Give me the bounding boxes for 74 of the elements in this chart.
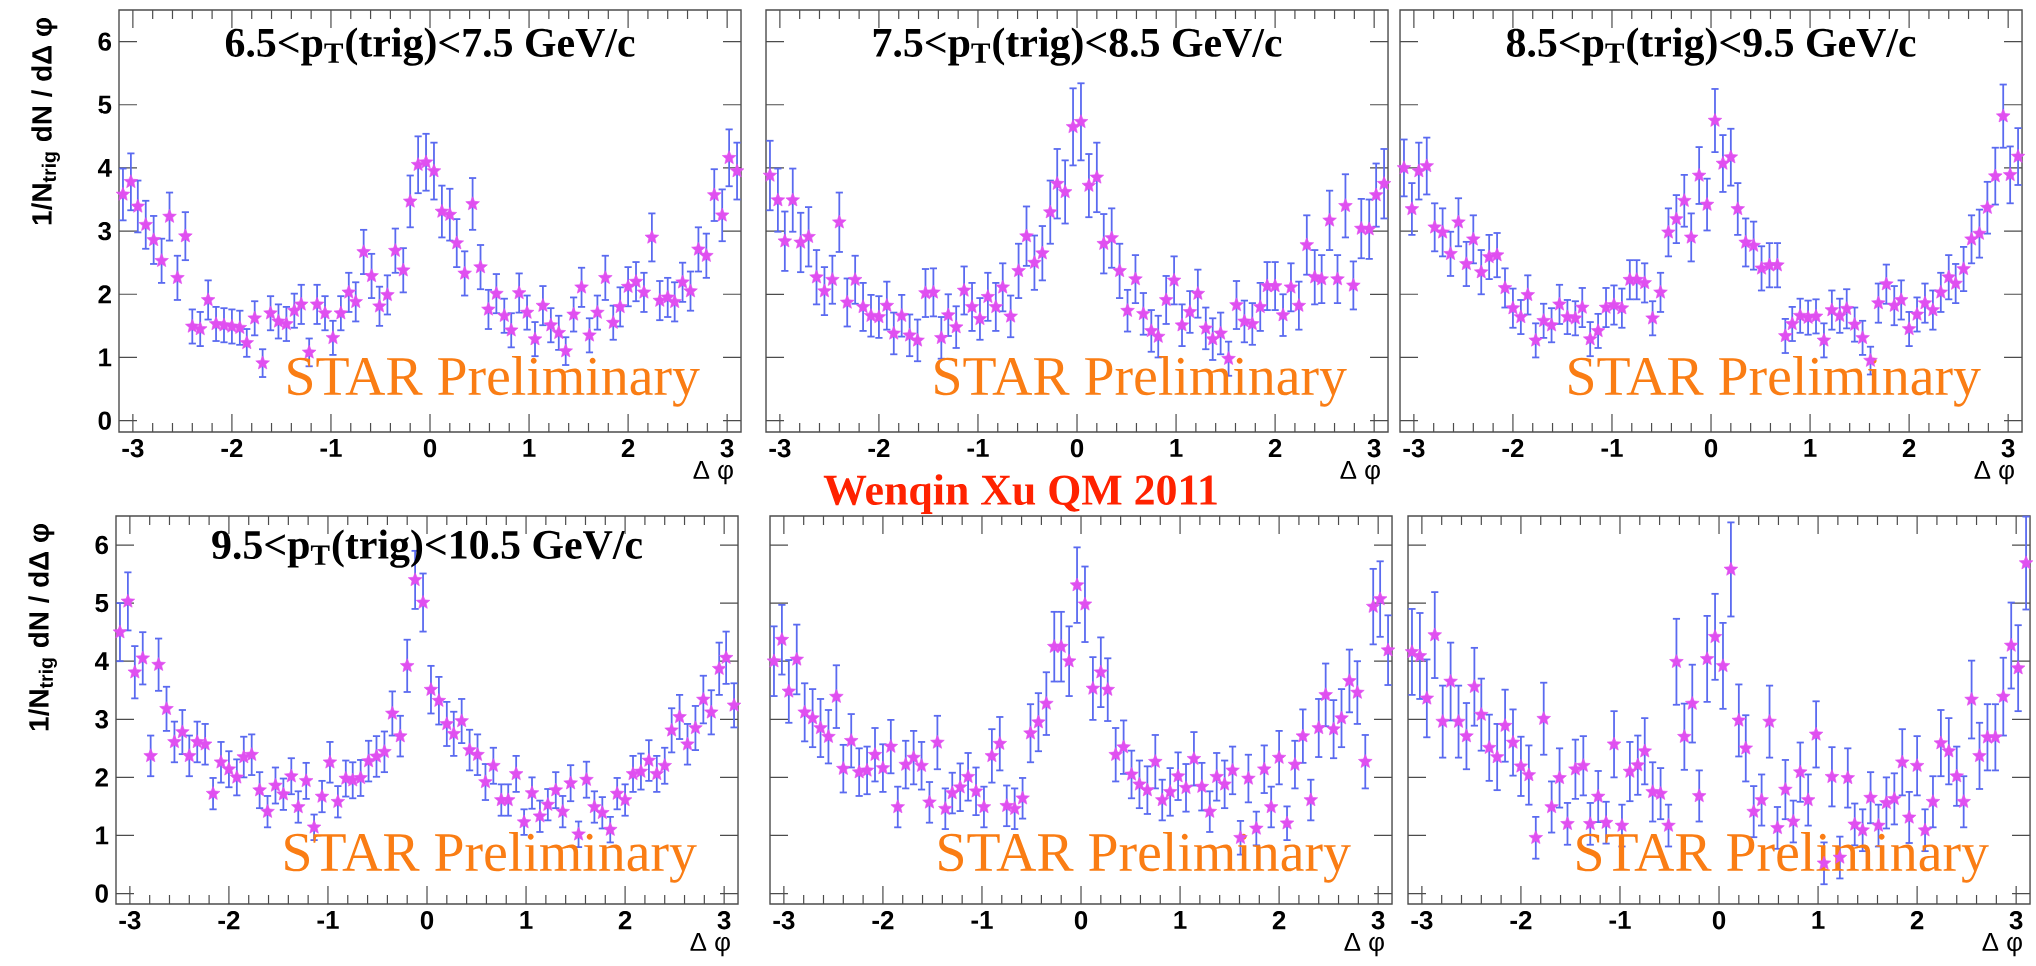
- y-tick-label: 5: [95, 594, 109, 613]
- y-tick-label: 0: [95, 884, 108, 903]
- x-tick-label: 2: [1272, 911, 1286, 930]
- x-tick-label: 1: [1170, 439, 1183, 457]
- y-tick-label: 1: [96, 826, 109, 845]
- x-axis-title: Δ φ: [693, 461, 733, 485]
- x-tick-label: -2: [868, 439, 890, 458]
- y-tick-label: 6: [98, 32, 112, 51]
- chart-title: 7.5<p$_{T}$(trig)<8.5 GeV/c: [873, 27, 1282, 66]
- x-tick-label: -2: [221, 439, 243, 458]
- x-tick-label: -1: [317, 911, 339, 929]
- x-tick-label: -2: [218, 911, 240, 930]
- x-tick-label: 1: [523, 439, 536, 457]
- annotation: STAR Preliminary: [288, 355, 700, 407]
- x-tick-label: -1: [1609, 911, 1631, 929]
- x-tick-label: 0: [1704, 439, 1718, 458]
- chart-title: 6.5<p$_{T}$(trig)<7.5 GeV/c: [225, 27, 635, 66]
- x-tick-label: 0: [1070, 439, 1084, 458]
- x-tick-label: 2: [621, 439, 635, 458]
- x-tick-label: -1: [1601, 439, 1623, 457]
- y-tick-label: 6: [95, 535, 109, 555]
- x-tick-label: -3: [122, 439, 144, 458]
- x-tick-label: 1: [1812, 911, 1825, 929]
- y-tick-label: 4: [97, 159, 112, 177]
- x-tick-label: -2: [1510, 911, 1532, 930]
- y-tick-label: 2: [95, 768, 108, 787]
- y-tick-label: 5: [98, 95, 112, 114]
- annotation: STAR Preliminary: [1569, 355, 1981, 407]
- x-tick-label: -3: [1403, 439, 1425, 458]
- x-tick-label: 3: [717, 911, 731, 930]
- x-tick-label: -2: [1502, 439, 1524, 458]
- chart-title: 8.5<p$_{T}$(trig)<9.5 GeV/c: [1506, 27, 1916, 66]
- x-axis-title: Δ φ: [1344, 933, 1384, 957]
- x-tick-label: -3: [773, 911, 795, 930]
- x-tick-label: 3: [720, 439, 734, 458]
- y-axis-title: 1/N$_{trig}$ dN / dΔ φ: [28, 524, 57, 731]
- x-tick-label: -2: [872, 911, 894, 930]
- x-tick-label: -3: [119, 911, 141, 930]
- x-tick-label: 2: [1902, 439, 1916, 458]
- y-tick-label: 4: [94, 652, 109, 671]
- annotation: STAR Preliminary: [939, 832, 1351, 883]
- annotation: STAR Preliminary: [935, 355, 1347, 407]
- y-tick-label: 0: [98, 411, 111, 430]
- x-tick-label: 2: [618, 911, 632, 930]
- x-tick-label: -1: [967, 439, 989, 457]
- y-tick-label: 2: [98, 285, 111, 304]
- y-tick-label: 3: [98, 221, 112, 241]
- x-axis-title: Δ φ: [1974, 461, 2014, 485]
- chart-title: 9.5<p$_{T}$(trig)<10.5 GeV/c: [212, 529, 642, 568]
- x-tick-label: 2: [1910, 911, 1924, 930]
- x-tick-label: -1: [971, 911, 993, 929]
- y-axis-title: 1/N$_{trig}$ dN / dΔ φ: [31, 18, 60, 225]
- x-tick-label: 2: [1268, 439, 1282, 458]
- x-tick-label: -3: [769, 439, 791, 458]
- x-tick-label: 0: [1074, 911, 1088, 930]
- x-tick-label: 1: [1174, 911, 1187, 929]
- x-tick-label: 3: [2009, 911, 2023, 930]
- x-tick-label: 3: [1371, 911, 1385, 930]
- x-tick-label: 1: [1804, 439, 1817, 457]
- x-tick-label: 3: [2001, 439, 2015, 458]
- x-tick-label: 0: [1712, 911, 1726, 930]
- y-tick-label: 1: [99, 348, 112, 367]
- x-axis-title: Δ φ: [1982, 933, 2022, 957]
- text: Wenqin Xu QM 2011: [823, 474, 1217, 514]
- x-tick-label: 0: [420, 911, 434, 930]
- x-axis-title: Δ φ: [1340, 461, 1380, 485]
- y-tick-label: 3: [95, 710, 109, 729]
- x-axis-title: Δ φ: [690, 933, 730, 957]
- x-tick-label: 0: [423, 439, 437, 458]
- x-tick-label: 3: [1367, 439, 1381, 458]
- annotation: STAR Preliminary: [285, 832, 697, 883]
- x-tick-label: -1: [320, 439, 342, 457]
- x-tick-label: 1: [520, 911, 533, 929]
- x-tick-label: -3: [1411, 911, 1433, 930]
